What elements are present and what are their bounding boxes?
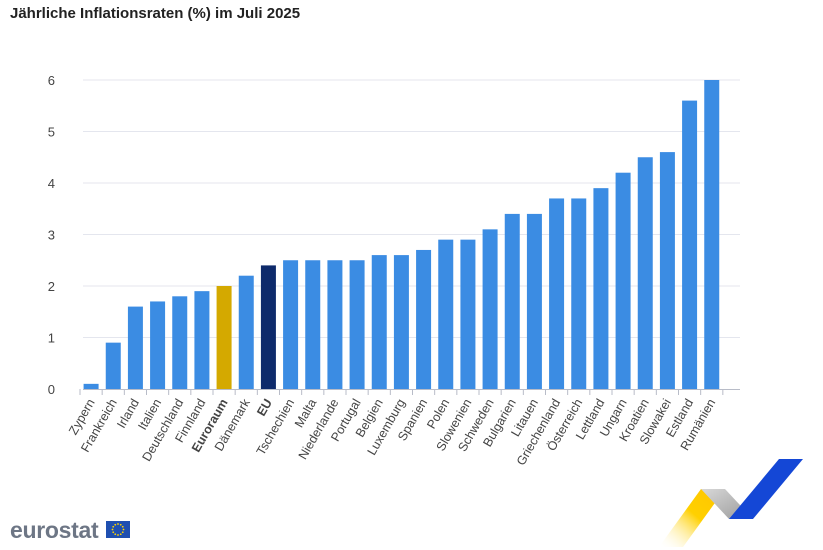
bar-portugal[interactable]: [349, 260, 365, 389]
bar-bulgarien[interactable]: [504, 213, 520, 389]
eurostat-logo: eurostat: [10, 517, 99, 543]
bar-zypern[interactable]: [83, 383, 99, 389]
bar-euroraum[interactable]: [216, 286, 232, 389]
bar-italien[interactable]: [150, 301, 166, 389]
bar-deutschland[interactable]: [172, 296, 188, 389]
bar-finnland[interactable]: [194, 291, 210, 389]
chart-title: Jährliche Inflationsraten (%) im Juli 20…: [10, 5, 301, 22]
bar-frankreich[interactable]: [105, 342, 121, 389]
bar-slowakei[interactable]: [659, 152, 675, 389]
bar-dänemark[interactable]: [238, 275, 254, 389]
bar-litauen[interactable]: [526, 213, 542, 389]
bar-polen[interactable]: [438, 239, 454, 389]
y-tick-label: 2: [48, 279, 55, 294]
bar-estland[interactable]: [682, 100, 698, 389]
bar-luxemburg[interactable]: [393, 255, 409, 389]
eu-flag-icon: [106, 521, 130, 538]
bars: [83, 80, 720, 389]
y-tick-label: 1: [48, 331, 55, 346]
bar-ungarn[interactable]: [615, 172, 631, 389]
y-tick-label: 3: [48, 228, 55, 243]
bar-niederlande[interactable]: [327, 260, 343, 389]
bar-belgien[interactable]: [371, 255, 387, 389]
y-tick-label: 5: [48, 125, 55, 140]
bar-tschechien[interactable]: [283, 260, 299, 389]
bar-spanien[interactable]: [416, 249, 432, 389]
bar-eu[interactable]: [260, 265, 276, 389]
bar-chart: 0 1 2 3 4 5 6 ZypernFrankreichIrlandItalienDeu…: [48, 73, 740, 468]
bar-irland[interactable]: [127, 306, 143, 389]
eurostat-brand-graphic: [659, 459, 803, 547]
bar-rumänien[interactable]: [704, 80, 720, 389]
bar-schweden[interactable]: [482, 229, 498, 389]
bar-griechenland[interactable]: [549, 198, 565, 389]
y-tick-label: 0: [48, 382, 55, 397]
y-tick-label: 4: [48, 176, 55, 191]
x-tick-label: EU: [254, 397, 275, 419]
y-tick-label: 6: [48, 73, 55, 88]
x-axis-labels: ZypernFrankreichIrlandItalienDeutschland…: [66, 396, 718, 468]
x-axis: [79, 389, 740, 395]
bar-malta[interactable]: [305, 260, 321, 389]
bar-lettland[interactable]: [593, 188, 609, 389]
bar-slowenien[interactable]: [460, 239, 476, 389]
y-axis-ticks: 0 1 2 3 4 5 6: [48, 73, 55, 397]
bar-österreich[interactable]: [571, 198, 587, 389]
bar-kroatien[interactable]: [637, 157, 653, 389]
